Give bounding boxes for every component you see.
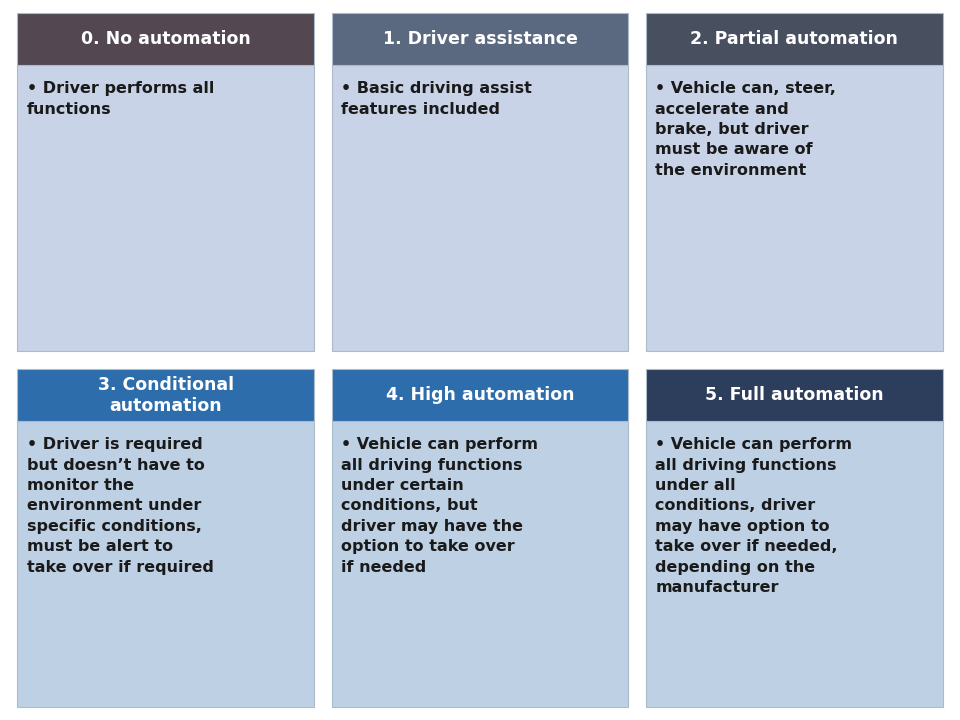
Text: 2. Partial automation: 2. Partial automation (690, 30, 899, 48)
FancyBboxPatch shape (331, 66, 629, 351)
Text: 5. Full automation: 5. Full automation (705, 386, 883, 404)
FancyBboxPatch shape (646, 66, 943, 351)
FancyBboxPatch shape (17, 66, 314, 351)
FancyBboxPatch shape (331, 369, 629, 421)
Text: 1. Driver assistance: 1. Driver assistance (383, 30, 577, 48)
Text: 4. High automation: 4. High automation (386, 386, 574, 404)
FancyBboxPatch shape (17, 13, 314, 66)
FancyBboxPatch shape (646, 13, 943, 66)
Text: • Vehicle can, steer,
accelerate and
brake, but driver
must be aware of
the envi: • Vehicle can, steer, accelerate and bra… (656, 81, 836, 178)
FancyBboxPatch shape (331, 421, 629, 707)
Text: • Driver is required
but doesn’t have to
monitor the
environment under
specific : • Driver is required but doesn’t have to… (27, 437, 214, 575)
Text: 3. Conditional
automation: 3. Conditional automation (98, 376, 234, 415)
FancyBboxPatch shape (646, 421, 943, 707)
Text: • Basic driving assist
features included: • Basic driving assist features included (341, 81, 532, 117)
Text: 0. No automation: 0. No automation (81, 30, 251, 48)
FancyBboxPatch shape (331, 13, 629, 66)
FancyBboxPatch shape (17, 369, 314, 421)
FancyBboxPatch shape (17, 421, 314, 707)
FancyBboxPatch shape (646, 369, 943, 421)
Text: • Driver performs all
functions: • Driver performs all functions (27, 81, 214, 117)
Text: • Vehicle can perform
all driving functions
under all
conditions, driver
may hav: • Vehicle can perform all driving functi… (656, 437, 852, 595)
Text: • Vehicle can perform
all driving functions
under certain
conditions, but
driver: • Vehicle can perform all driving functi… (341, 437, 539, 575)
